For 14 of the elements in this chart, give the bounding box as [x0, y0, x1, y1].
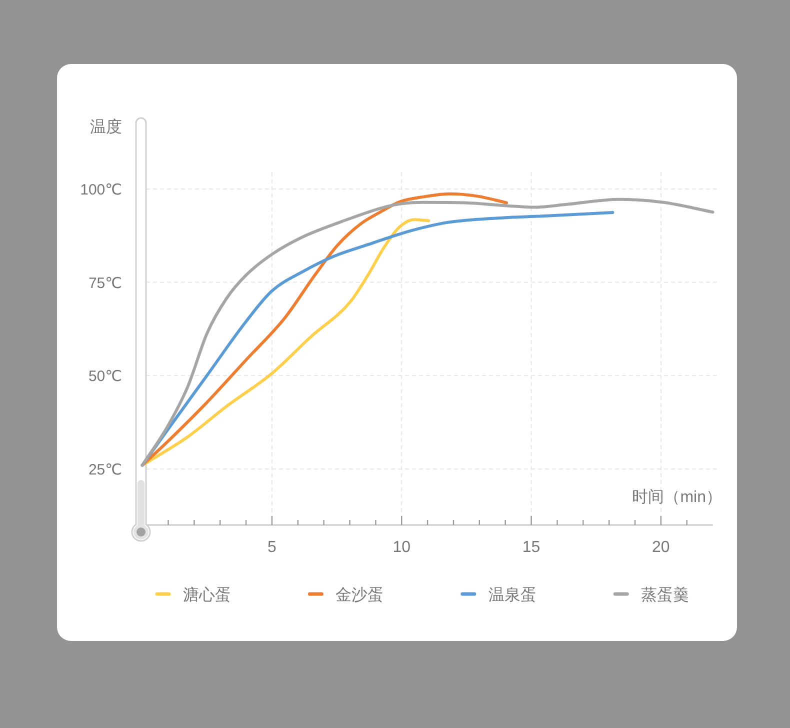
y-tick-label: 25℃: [88, 461, 122, 478]
legend-label: 金沙蛋: [336, 586, 384, 604]
x-tick-label: 15: [522, 539, 540, 556]
x-axis-title: 时间（min）: [632, 488, 722, 506]
x-tick-label: 10: [392, 539, 411, 556]
y-axis-title: 温度: [90, 118, 122, 136]
legend-label: 蒸蛋羹: [641, 586, 690, 604]
y-tick-label: 50℃: [88, 368, 122, 386]
legend-label: 溏心蛋: [183, 586, 231, 604]
y-tick-label: 100℃: [80, 181, 122, 198]
x-tick-label: 5: [268, 539, 277, 556]
y-tick-label: 75℃: [88, 274, 122, 292]
x-tick-label: 20: [652, 539, 670, 556]
legend-label: 温泉蛋: [488, 587, 536, 604]
